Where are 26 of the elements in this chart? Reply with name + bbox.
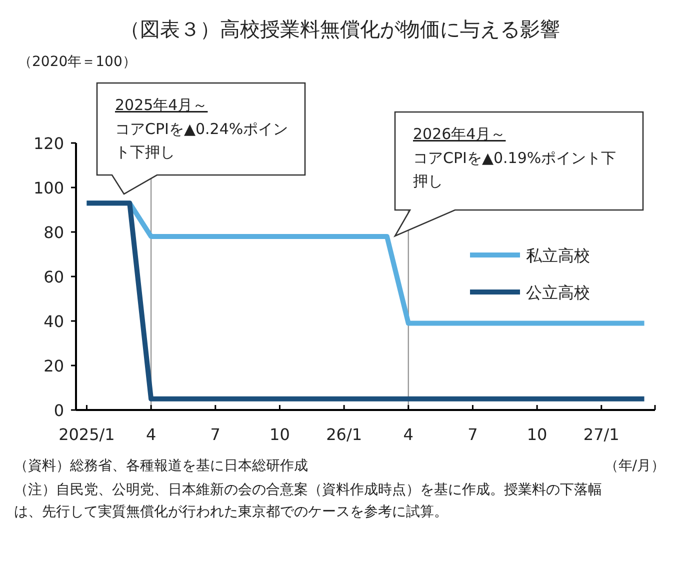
x-tick-label: 10 [526,425,548,444]
y-tick-label: 40 [44,312,64,331]
y-tick-label: 120 [33,134,64,153]
x-tick-label: 7 [468,425,478,444]
y-axis-title: （2020年＝100） [18,54,136,70]
legend-label: 私立高校 [526,246,590,265]
x-tick-label: 2025/1 [58,425,115,444]
y-tick-label: 100 [33,178,64,198]
chart-title: （図表３）高校授業料無償化が物価に与える影響 [120,17,560,41]
x-tick-label: 4 [403,425,414,444]
x-tick-label: 7 [210,425,220,444]
text: （注）自民党、公明党、日本維新の会の合意案（資料作成時点）を基に作成。授業料の下落幅は、先行して実質無償化が行われた東京都でのケースを参考に試算。 [14,481,602,520]
y-tick-label: 80 [44,223,64,242]
x-axis-title: （年/月） [604,458,665,474]
annotation: 2026年4月～ [413,125,506,143]
y-tick-label: 20 [44,356,64,376]
x-tick-label: 4 [146,425,156,444]
y-tick-label: 60 [44,268,64,286]
x-tick-label: 27/1 [583,425,620,444]
text: （資料）総務省、各種報道を基に日本総研作成 [14,458,308,474]
y-tick-label: 0 [54,401,64,420]
x-tick-label: 10 [270,425,290,444]
annotation: コアCPIを▲0.24%ポイント下押し [115,120,288,161]
legend-label: 公立高校 [526,283,590,302]
annotation: コアCPIを▲0.19%ポイント下押し [413,149,616,190]
x-tick-label: 26/1 [326,425,362,444]
